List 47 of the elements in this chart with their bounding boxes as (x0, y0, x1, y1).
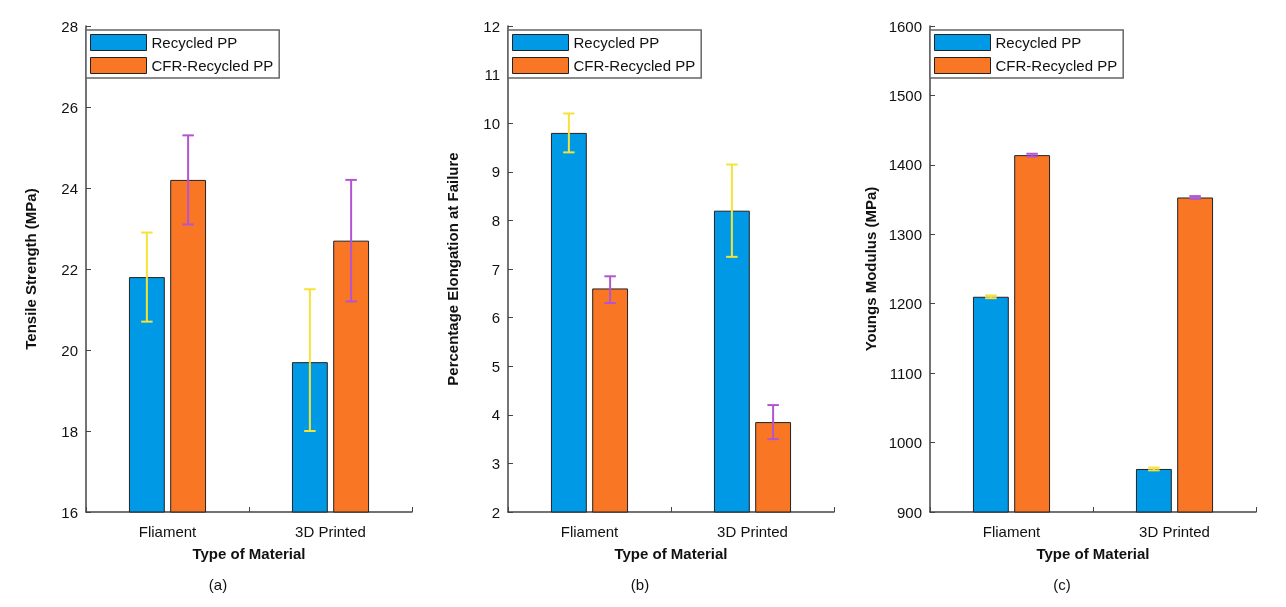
x-tick-label: Fliament (560, 523, 620, 540)
text: (c) (1053, 576, 1071, 593)
legend-label: Recycled PP (995, 34, 1082, 51)
x-tick-label: 3D Printed (1139, 523, 1210, 540)
x-axis-title: Type of Material (614, 545, 728, 562)
y-tick-label: 1600 (888, 17, 922, 35)
y-tick-label: 20 (61, 341, 78, 359)
text: (a) (208, 576, 228, 593)
y-tick-label: 900 (896, 503, 922, 521)
y-tick-label: 1200 (888, 295, 922, 313)
y-tick-label: 4 (491, 406, 500, 424)
y-tick-label: 2 (491, 503, 500, 521)
y-tick-label: 18 (61, 422, 78, 440)
legend-label: CFR-Recycled PP (995, 57, 1118, 74)
y-tick-label: 8 (491, 211, 500, 229)
y-axis-title: Tensile Strength (MPa) (22, 188, 39, 350)
x-tick-label: Fliament (982, 523, 1042, 540)
y-tick-label: 11 (484, 66, 500, 84)
y-tick-label: 24 (61, 179, 78, 197)
x-tick-label: 3D Printed (717, 523, 788, 540)
y-tick-label: 5 (491, 357, 500, 375)
y-tick-label: 16 (61, 503, 78, 521)
x-tick-label: Fliament (138, 523, 198, 540)
y-tick-label: 22 (61, 260, 78, 278)
x-axis-title: Type of Material (1036, 545, 1150, 562)
y-tick-label: 28 (61, 17, 78, 35)
y-tick-label: 26 (61, 98, 78, 116)
legend-label: Recycled PP (151, 34, 238, 51)
x-tick-label: 3D Printed (295, 523, 366, 540)
legend-label: CFR-Recycled PP (573, 57, 696, 74)
y-tick-label: 6 (491, 309, 500, 327)
y-axis-title: Youngs Modulus (MPa) (861, 186, 879, 352)
y-tick-label: 10 (483, 114, 500, 132)
y-axis-title: Percentage Elongation at Failure (444, 152, 461, 386)
y-tick-label: 12 (483, 17, 500, 35)
y-tick-label: 9 (491, 163, 500, 181)
y-tick-label: 7 (491, 260, 500, 278)
legend-label: Recycled PP (573, 34, 660, 51)
y-tick-label: 1400 (888, 156, 922, 174)
y-tick-label: 3 (491, 454, 500, 472)
y-tick-label: 1300 (888, 225, 922, 243)
legend-label: CFR-Recycled PP (151, 57, 274, 74)
text: (b) (630, 576, 650, 593)
y-tick-label: 1500 (888, 86, 922, 104)
x-axis-title: Type of Material (192, 545, 306, 562)
y-tick-label: 1100 (889, 364, 922, 382)
y-tick-label: 1000 (888, 434, 922, 452)
